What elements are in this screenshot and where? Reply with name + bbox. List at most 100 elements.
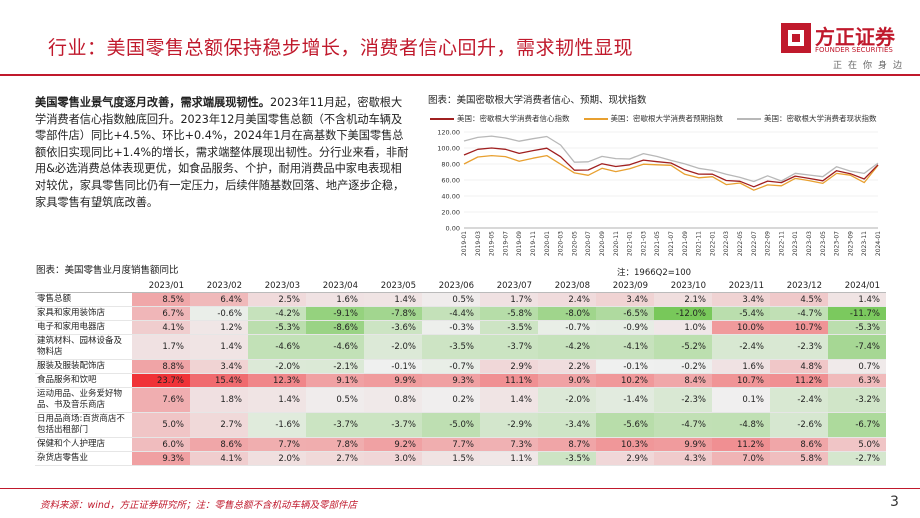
x-tick-label: 2019-11 — [530, 231, 537, 256]
value-cell: -5.4% — [712, 306, 770, 321]
value-cell: 6.3% — [828, 373, 886, 388]
value-cell: 9.1% — [306, 373, 364, 388]
x-tick-label: 2022-11 — [778, 231, 785, 256]
value-cell: 7.7% — [248, 437, 306, 452]
value-cell: -2.0% — [364, 334, 422, 360]
value-cell: -4.6% — [306, 334, 364, 360]
x-tick-label: 2020-07 — [585, 231, 592, 256]
x-tick-label: 2022-07 — [751, 231, 758, 256]
logo-slogan: 正在你身边 — [832, 61, 908, 71]
value-cell: 1.2% — [190, 320, 248, 335]
x-tick-label: 2023-09 — [847, 231, 854, 256]
source-note: 资料来源：wind，方正证券研究所；注：零售总额不含机动车辆及零部件店 — [40, 500, 357, 511]
value-cell: -2.9% — [480, 412, 538, 438]
table-row: 电子和家用电器店 4.1% 1.2% -5.3% -8.6% -3.6% -0.3% -3.5… — [35, 320, 886, 335]
y-tick-label: 120.00 — [437, 129, 460, 137]
line-chart: 0.00 20.00 40.00 60.00 80.00 100.00 120.00 2019… — [437, 129, 882, 257]
table-row: 建筑材料、园林设备及物料店 1.7% 1.4% -4.6% -4.6% -2.0% -3.5… — [35, 334, 886, 360]
value-cell: 2.1% — [654, 292, 712, 307]
value-cell: 8.7% — [538, 437, 596, 452]
value-cell: -2.3% — [654, 387, 712, 413]
row-label: 杂货店零售业 — [35, 451, 132, 466]
table-row: 保健和个人护理店 6.0% 8.6% 7.7% 7.8% 9.2% 7.7% 7.3% 8.7%… — [35, 437, 886, 452]
table-row: 零售总额 8.5% 6.4% 2.5% 1.6% 1.4% 0.5% 1.7% 2.4% 3.4%… — [35, 292, 886, 307]
value-cell: -3.2% — [828, 387, 886, 413]
value-cell: 1.0% — [654, 320, 712, 335]
x-tick-label: 2020-09 — [599, 231, 606, 256]
value-cell: 11.1% — [480, 373, 538, 388]
value-cell: -0.2% — [654, 359, 712, 374]
series-line — [463, 135, 879, 183]
row-label: 日用品商场:百货商店不包括出租部门 — [35, 412, 132, 438]
value-cell: -3.7% — [480, 334, 538, 360]
value-cell: -5.0% — [422, 412, 480, 438]
page-number: 3 — [890, 494, 899, 510]
value-cell: 2.7% — [190, 412, 248, 438]
value-cell: 10.2% — [596, 373, 654, 388]
value-cell: 7.8% — [306, 437, 364, 452]
value-cell: -3.6% — [364, 320, 422, 335]
value-cell: 7.6% — [132, 387, 190, 413]
value-cell: -7.8% — [364, 306, 422, 321]
value-cell: 9.3% — [422, 373, 480, 388]
value-cell: 15.4% — [190, 373, 248, 388]
value-cell: 4.1% — [190, 451, 248, 466]
value-cell: -2.4% — [770, 387, 828, 413]
value-cell: 1.4% — [828, 292, 886, 307]
column-header: 2023/01 — [132, 279, 190, 293]
value-cell: 8.6% — [190, 437, 248, 452]
x-tick-label: 2022-03 — [723, 231, 730, 256]
value-cell: 10.7% — [770, 320, 828, 335]
value-cell: 10.7% — [712, 373, 770, 388]
page-title: 行业：美国零售总额保持稳步增长，消费者信心回升，需求韧性显现 — [48, 37, 634, 59]
row-label: 运动用品、业务爱好物品、书及音乐商店 — [35, 387, 132, 413]
table-row: 日用品商场:百货商店不包括出租部门 5.0% 2.7% -1.6% -3.7% -3.7%… — [35, 412, 886, 438]
x-tick-label: 2019-05 — [489, 231, 496, 256]
x-tick-label: 2020-05 — [571, 231, 578, 256]
value-cell: -3.7% — [364, 412, 422, 438]
x-tick-label: 2021-07 — [668, 231, 675, 256]
x-tick-label: 2019-03 — [475, 231, 482, 256]
value-cell: -8.6% — [306, 320, 364, 335]
value-cell: 3.4% — [596, 292, 654, 307]
value-cell: 9.0% — [538, 373, 596, 388]
value-cell: -9.1% — [306, 306, 364, 321]
legend-swatch — [583, 118, 608, 120]
chart-legend: 美国：密歇根大学消费者信心指数 美国：密歇根大学消费者预期指数 美国：密歇根大学… — [430, 113, 877, 124]
row-label: 电子和家用电器店 — [35, 320, 132, 335]
value-cell: -0.3% — [422, 320, 480, 335]
value-cell: -4.7% — [770, 306, 828, 321]
value-cell: 9.2% — [364, 437, 422, 452]
value-cell: -2.7% — [828, 451, 886, 466]
x-tick-label: 2023-07 — [834, 231, 841, 256]
value-cell: -4.2% — [248, 306, 306, 321]
value-cell: -0.1% — [596, 359, 654, 374]
column-header: 2023/05 — [364, 279, 422, 293]
value-cell: 2.9% — [480, 359, 538, 374]
value-cell: 5.0% — [828, 437, 886, 452]
table-row: 食品服务和饮吧 23.7% 15.4% 12.3% 9.1% 9.9% 9.3% 11.1% 9… — [35, 373, 886, 388]
value-cell: 12.3% — [248, 373, 306, 388]
row-label: 食品服务和饮吧 — [35, 373, 132, 388]
value-cell: -2.1% — [306, 359, 364, 374]
value-cell: -0.6% — [190, 306, 248, 321]
value-cell: -0.1% — [364, 359, 422, 374]
value-cell: -11.7% — [828, 306, 886, 321]
value-cell: -12.0% — [654, 306, 712, 321]
value-cell: 6.0% — [132, 437, 190, 452]
x-tick-label: 2023-11 — [861, 231, 868, 256]
y-tick-label: 40.00 — [441, 193, 460, 201]
value-cell: -2.4% — [712, 334, 770, 360]
value-cell: 8.6% — [770, 437, 828, 452]
value-cell: -3.5% — [480, 320, 538, 335]
x-tick-label: 2019-09 — [516, 231, 523, 256]
value-cell: 1.7% — [132, 334, 190, 360]
x-tick-label: 2022-09 — [765, 231, 772, 256]
row-label: 零售总额 — [35, 292, 132, 307]
value-cell: -2.6% — [770, 412, 828, 438]
value-cell: -3.4% — [538, 412, 596, 438]
value-cell: -6.5% — [596, 306, 654, 321]
x-tick-label: 2023-01 — [792, 231, 799, 256]
table-row: 服装及服装配饰店 8.8% 3.4% -2.0% -2.1% -0.1% -0.7% 2.9%… — [35, 359, 886, 374]
row-label: 保健和个人护理店 — [35, 437, 132, 452]
